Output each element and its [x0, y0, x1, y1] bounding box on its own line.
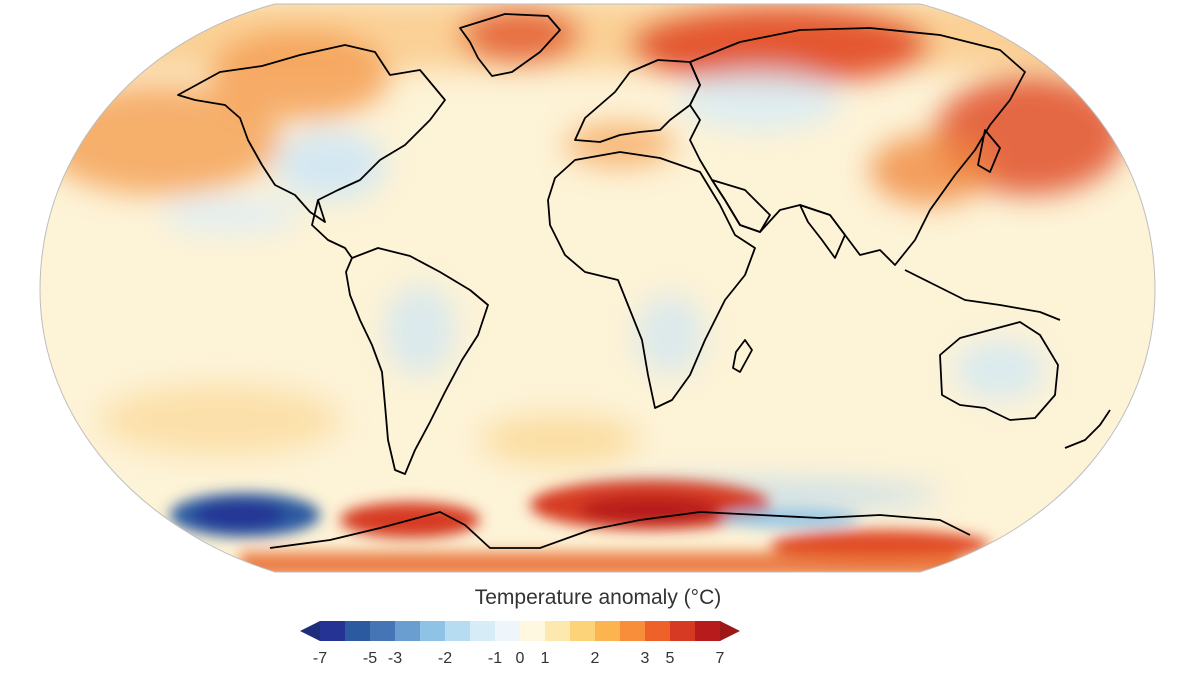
australia-cool-patch — [955, 340, 1045, 400]
eurasia-cool-patch — [680, 70, 840, 130]
colorbar-tick-label: 1 — [540, 650, 550, 667]
north-pacific-cool-patch — [160, 197, 300, 233]
japan-outline — [977, 129, 1001, 173]
new-zealand-outline — [1064, 409, 1111, 449]
north-america-warm-patch — [210, 30, 390, 120]
madagascar-outline — [732, 339, 753, 373]
colorbar-swatch — [595, 621, 621, 641]
asia-outline — [689, 27, 1026, 266]
colorbar-tick-label: 7 — [715, 650, 725, 667]
antarctica-outline — [269, 511, 971, 549]
colorbar-tick-label: 2 — [590, 650, 600, 667]
colorbar-swatch — [695, 621, 721, 641]
colorbar-swatch — [495, 621, 521, 641]
north-america-outline — [177, 44, 446, 223]
siberia-hot-patch — [630, 5, 930, 85]
coastlines — [177, 13, 1111, 549]
colorbar-swatch — [420, 621, 446, 641]
colorbar-tick-label: -1 — [487, 650, 503, 667]
colorbar-swatch — [345, 621, 371, 641]
arabian-peninsula-outline — [711, 179, 771, 233]
east-antarctica-hot-core — [580, 496, 720, 524]
central-america-outline — [311, 199, 353, 259]
amundsen-sea-cold-core — [195, 501, 285, 529]
colorbar-tick-label: 3 — [640, 650, 650, 667]
south-america-outline — [345, 247, 489, 475]
colorbar-tick-label: -5 — [362, 650, 378, 667]
colorbar-extend-high — [720, 621, 740, 641]
colorbar-swatch — [620, 621, 646, 641]
greenland-outline — [459, 13, 561, 77]
colorbar-swatch — [445, 621, 471, 641]
southeast-asia-islands-outline — [904, 269, 1061, 321]
colorbar — [300, 621, 740, 641]
south-america-cool-patch — [385, 285, 455, 375]
colorbar-tick-label: 5 — [665, 650, 675, 667]
world-anomaly-map — [39, 3, 1156, 573]
africa-cool-patch — [635, 295, 705, 375]
colorbar-extend-low — [300, 621, 320, 641]
india-outline — [799, 204, 846, 259]
colorbar-tick-label: -3 — [387, 650, 403, 667]
colorbar-swatch — [320, 621, 346, 641]
colorbar-tick-label: -2 — [437, 650, 453, 667]
colorbar-swatch — [670, 621, 696, 641]
china-warm-patch — [870, 135, 990, 205]
south-pacific-warm-patch — [100, 385, 340, 455]
africa-outline — [547, 151, 756, 409]
colorbar-swatch — [645, 621, 671, 641]
northern-warm-band — [40, 4, 1155, 70]
antarctic-cool-coast — [720, 508, 860, 528]
colorbar-tick-label: 0 — [515, 650, 525, 667]
globe-outline — [39, 3, 1156, 573]
antarctic-coast-warm-strip — [240, 552, 960, 572]
north-atlantic-cool-patch — [275, 130, 385, 200]
greenland-warm-patch — [460, 7, 580, 63]
colorbar-swatch — [395, 621, 421, 641]
colorbar-swatch — [520, 621, 546, 641]
colorbar-swatch — [570, 621, 596, 641]
australia-outline — [939, 321, 1059, 421]
south-atlantic-warm-patch — [480, 415, 640, 465]
colorbar-swatch — [370, 621, 396, 641]
colorbar-swatch — [545, 621, 571, 641]
colorbar-title: Temperature anomaly (°C) — [474, 586, 722, 609]
colorbar-tick-label: -7 — [312, 650, 328, 667]
colorbar-swatch — [470, 621, 496, 641]
